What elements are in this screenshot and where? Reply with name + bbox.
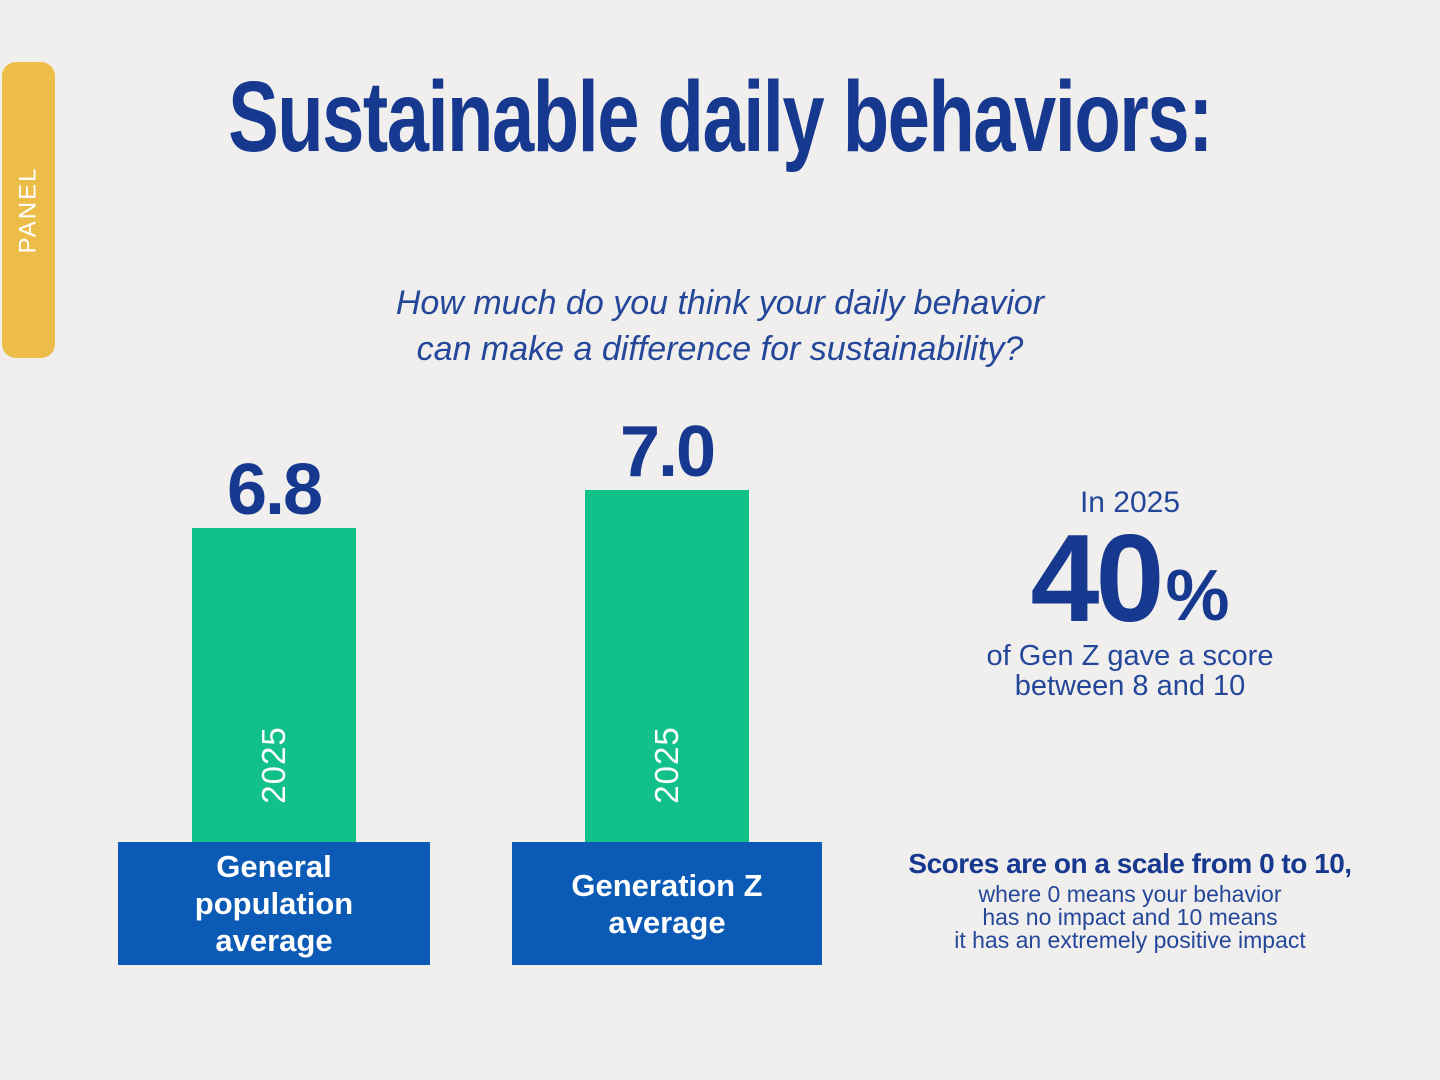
- caption-line: average: [608, 904, 726, 940]
- bar-year-label: 2025: [648, 726, 685, 804]
- stat-intro: In 2025: [1079, 486, 1181, 519]
- bar-caption-general-population: General population average: [118, 842, 430, 965]
- scale-footnote: Scores are on a scale from 0 to 10, wher…: [880, 849, 1380, 952]
- survey-question-line1: How much do you think your daily behavio…: [395, 284, 1045, 322]
- stat-number: 40: [1030, 510, 1165, 648]
- stat-figure: 40 %: [930, 510, 1330, 648]
- stat-highlight: In 2025 40 % of Gen Z gave a score betwe…: [930, 486, 1330, 701]
- bar-value-general-population: 6.8: [226, 450, 323, 530]
- bar-caption-generation-z: Generation Z average: [512, 842, 822, 965]
- bar-group-generation-z: 7.0 2025 Generation Z average: [512, 410, 822, 965]
- bar-value-generation-z: 7.0: [619, 412, 716, 492]
- scale-footnote-line2: has no impact and 10 means: [982, 904, 1278, 930]
- caption-line: Generation Z: [571, 867, 763, 903]
- survey-question-line2: can make a difference for sustainability…: [416, 330, 1024, 368]
- stat-description: of Gen Z gave a score between 8 and 10: [930, 641, 1330, 701]
- bar-generation-z: 2025: [585, 490, 749, 842]
- panel-tab-label: PANEL: [14, 166, 42, 254]
- stat-percent-sign: %: [1165, 556, 1230, 636]
- scale-footnote-line1: where 0 means your behavior: [978, 881, 1282, 907]
- scale-footnote-headline: Scores are on a scale from 0 to 10,: [908, 848, 1352, 879]
- panel-tab: PANEL: [2, 62, 55, 358]
- survey-question: How much do you think your daily behavio…: [0, 280, 1440, 372]
- stat-description-line1: of Gen Z gave a score: [986, 640, 1274, 672]
- bar-general-population: 2025: [192, 528, 356, 842]
- caption-line: population: [194, 886, 354, 921]
- bar-year-label: 2025: [255, 726, 292, 804]
- caption-line: average: [215, 923, 333, 958]
- bar-group-general-population: 6.8 2025 General population average: [118, 448, 430, 965]
- caption-line: General: [216, 849, 332, 884]
- stat-description-line2: between 8 and 10: [1014, 670, 1246, 702]
- page-title: Sustainable daily behaviors:: [228, 61, 1213, 173]
- scale-footnote-line3: it has an extremely positive impact: [954, 927, 1306, 953]
